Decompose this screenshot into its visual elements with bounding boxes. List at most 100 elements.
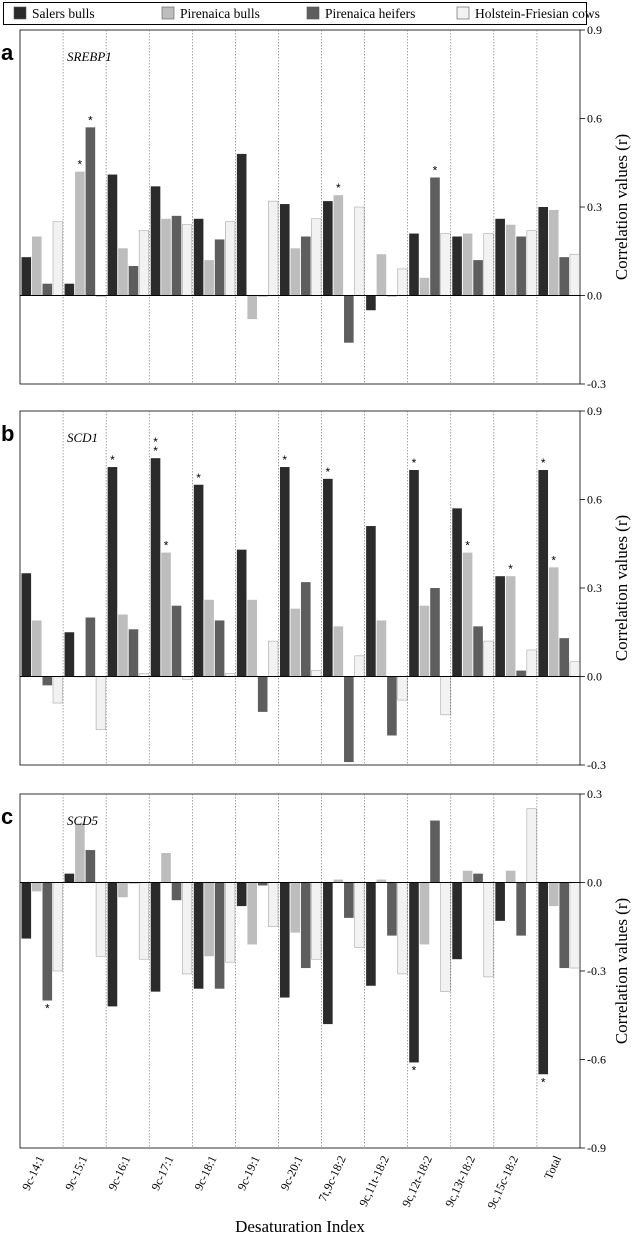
bar-pirenaica-bulls: [204, 882, 214, 957]
bar-salers-bulls: [236, 153, 247, 296]
bar-salers-bulls: [409, 233, 419, 296]
bar-pirenaica-bulls: [32, 882, 42, 892]
bar-pirenaica-bulls: [462, 870, 473, 883]
bar-holstein-friesian-cows: [526, 649, 537, 677]
significance-star: *: [326, 465, 331, 479]
bar-salers-bulls: [21, 257, 32, 296]
bar-salers-bulls: [107, 882, 118, 1007]
bar-holstein-friesian-cows: [354, 882, 365, 948]
bar-pirenaica-bulls: [118, 614, 128, 677]
gene-label: SCD1: [67, 430, 98, 445]
bar-holstein-friesian-cows: [138, 230, 150, 296]
panel-letter: a: [1, 40, 14, 65]
legend-label: Holstein-Friesian cows: [475, 6, 600, 21]
bar-salers-bulls: [236, 882, 247, 907]
bar-holstein-friesian-cows: [569, 882, 580, 969]
bar-salers-bulls: [452, 882, 462, 960]
significance-star: *: [412, 1063, 417, 1077]
significance-star: *: [110, 453, 115, 467]
bar-holstein-friesian-cows: [311, 882, 322, 960]
bar-holstein-friesian-cows: [225, 221, 236, 296]
panel-a: -0.3 0.0 0.3 0.6 0.9 * * * * a SREBP1 Correlation v…: [1, 23, 631, 391]
bar-holstein-friesian-cows: [52, 221, 63, 296]
bar-pirenaica-bulls: [548, 209, 559, 296]
category-label: 9c,13t-18:2: [442, 1153, 478, 1209]
category-label: 9c,12t-18:2: [399, 1153, 435, 1209]
significance-star: *: [541, 1075, 546, 1089]
bar-pirenaica-bulls: [290, 248, 301, 296]
panel-letter: b: [1, 421, 14, 446]
bar-pirenaica-heifers: [516, 236, 526, 296]
bar-pirenaica-bulls: [290, 608, 301, 677]
y-axis-label: Correlation values (r): [612, 898, 631, 1044]
bar-pirenaica-bulls: [204, 260, 214, 296]
bar-pirenaica-heifers: [473, 260, 483, 296]
y-tick-label: 0.0: [587, 670, 602, 684]
bar-holstein-friesian-cows: [440, 233, 451, 296]
bar-pirenaica-bulls: [32, 620, 42, 677]
bar-pirenaica-bulls: [118, 882, 128, 898]
bar-holstein-friesian-cows: [52, 676, 63, 704]
legend-swatch: [13, 6, 27, 20]
bar-salers-bulls: [538, 470, 549, 677]
plot-frame: [19, 29, 581, 385]
bar-pirenaica-heifers: [214, 882, 225, 989]
bar-pirenaica-heifers: [430, 588, 440, 677]
significance-star: *: [196, 471, 201, 485]
bar-pirenaica-heifers: [257, 676, 268, 712]
panel-c: -0.9 -0.6 -0.3 0.0 0.3 * * * c SCD5 Correlation va…: [1, 787, 631, 1155]
panel-b: -0.30.00.30.60.9************b SCD1Correla…: [1, 404, 631, 772]
bar-pirenaica-bulls: [32, 236, 42, 296]
bar-pirenaica-heifers: [171, 605, 182, 677]
bar-holstein-friesian-cows: [569, 661, 580, 677]
bar-pirenaica-heifers: [516, 670, 526, 677]
bar-salers-bulls: [107, 467, 118, 677]
bar-pirenaica-heifers: [473, 873, 483, 883]
bar-pirenaica-heifers: [85, 127, 96, 296]
bar-pirenaica-heifers: [559, 257, 570, 296]
bar-holstein-friesian-cows: [138, 882, 150, 960]
bar-pirenaica-heifers: [85, 850, 96, 883]
bar-holstein-friesian-cows: [354, 655, 365, 677]
bar-pirenaica-heifers: [128, 266, 139, 296]
y-tick-label: 0.3: [587, 787, 602, 801]
bar-pirenaica-bulls: [505, 576, 516, 677]
bar-holstein-friesian-cows: [483, 882, 494, 978]
bar-pirenaica-heifers: [214, 239, 225, 296]
bar-pirenaica-heifers: [430, 820, 440, 883]
bar-pirenaica-bulls: [548, 567, 559, 677]
bar-salers-bulls: [21, 882, 32, 939]
bar-holstein-friesian-cows: [311, 218, 322, 296]
y-tick-label: 0.9: [587, 23, 602, 37]
bar-pirenaica-heifers: [214, 620, 225, 677]
bar-pirenaica-bulls: [333, 626, 344, 677]
bar-pirenaica-bulls: [204, 599, 214, 677]
bar-pirenaica-bulls: [118, 248, 128, 296]
bar-pirenaica-bulls: [419, 882, 430, 945]
bar-pirenaica-heifers: [42, 283, 53, 296]
bar-holstein-friesian-cows: [181, 882, 193, 975]
bar-pirenaica-heifers: [344, 676, 354, 763]
bar-salers-bulls: [150, 186, 161, 296]
bar-pirenaica-heifers: [42, 882, 53, 1001]
bar-salers-bulls: [193, 484, 204, 677]
bar-pirenaica-bulls: [376, 620, 387, 677]
significance-star: *: [164, 539, 169, 553]
x-axis-label: Desaturation Index: [235, 1217, 365, 1236]
category-label: 9c-16:1: [105, 1153, 133, 1192]
bar-holstein-friesian-cows: [354, 206, 365, 296]
bar-holstein-friesian-cows: [268, 640, 279, 677]
bar-salers-bulls: [323, 201, 333, 296]
bar-pirenaica-bulls: [505, 870, 516, 883]
bar-pirenaica-heifers: [85, 617, 96, 677]
bar-salers-bulls: [452, 508, 462, 677]
y-tick-label: 0.0: [587, 876, 602, 890]
bar-pirenaica-bulls: [333, 879, 344, 883]
category-label: 9c,11t-18:2: [356, 1153, 392, 1208]
gene-label: SREBP1: [67, 49, 112, 64]
bar-salers-bulls: [150, 458, 161, 677]
bar-holstein-friesian-cows: [483, 233, 494, 296]
y-tick-label: -0.9: [587, 1141, 606, 1155]
bar-pirenaica-bulls: [462, 233, 473, 296]
bar-holstein-friesian-cows: [181, 224, 193, 296]
